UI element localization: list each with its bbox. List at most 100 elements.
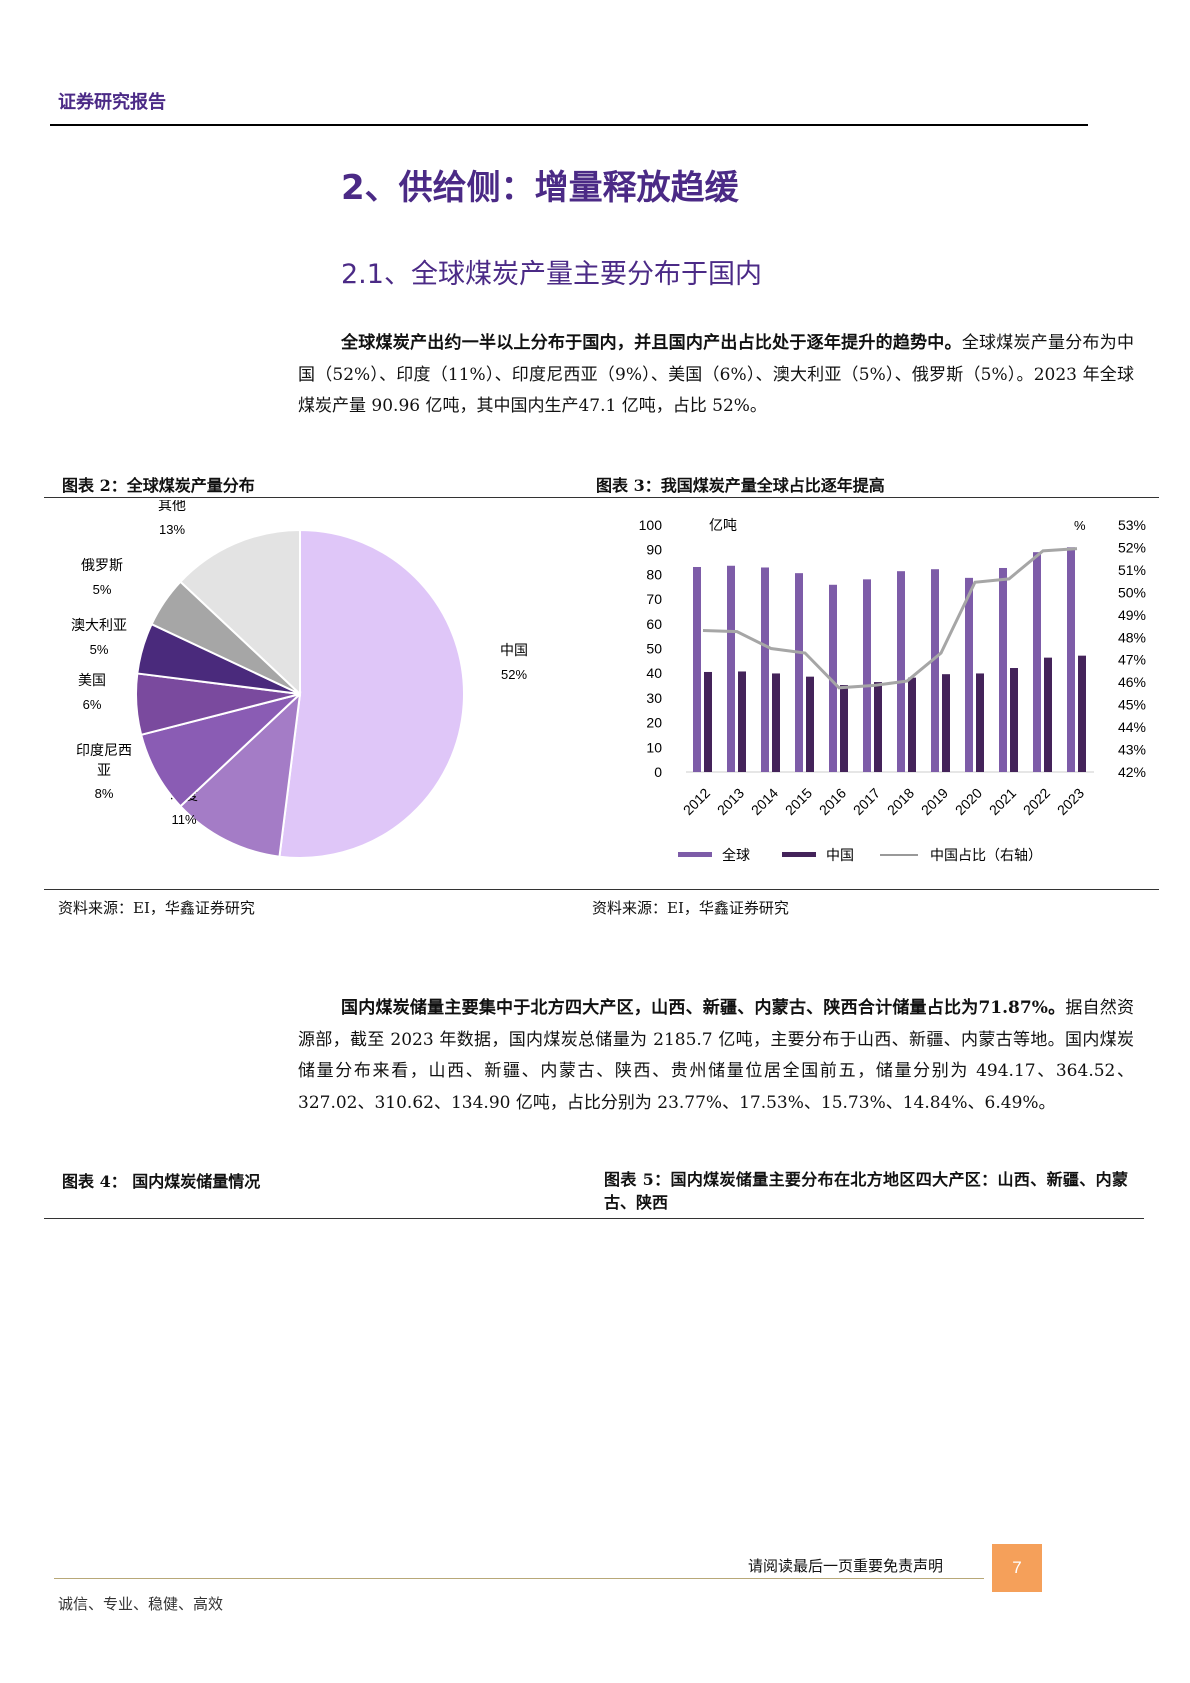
y2-tick-label: 46%: [1118, 674, 1146, 690]
y-tick-label: 90: [646, 542, 662, 558]
pie-value: 5%: [90, 642, 109, 657]
legend-label-china: 中国: [826, 848, 854, 864]
x-tick-label: 2012: [680, 785, 713, 818]
paragraph-2-lead: 国内煤炭储量主要集中于北方四大产区，山西、新疆、内蒙古、陕西合计储量占比为71.…: [341, 998, 1066, 1018]
x-tick-label: 2023: [1054, 785, 1087, 818]
pie-value: 5%: [93, 582, 112, 597]
section-title: 2、供给侧：增量释放趋缓: [341, 168, 739, 208]
y-tick-label: 100: [639, 517, 663, 533]
x-tick-label: 2020: [952, 785, 985, 818]
y2-tick-label: 47%: [1118, 652, 1146, 668]
bar-global-2017: [863, 579, 871, 772]
bar-global-2022: [1033, 552, 1041, 772]
y2-tick-label: 43%: [1118, 742, 1146, 758]
x-tick-label: 2014: [748, 785, 781, 818]
y-tick-label: 60: [646, 616, 662, 632]
footer-rule: [54, 1578, 984, 1579]
pie-label: 美国: [78, 673, 106, 689]
pie-value: 52%: [501, 667, 527, 682]
y-tick-label: 30: [646, 690, 662, 706]
section-subtitle: 2.1、全球煤炭产量主要分布于国内: [341, 259, 762, 290]
bar-global-2015: [795, 573, 803, 772]
x-tick-label: 2022: [1020, 785, 1053, 818]
y-tick-label: 10: [646, 739, 662, 755]
y2-tick-label: 51%: [1118, 562, 1146, 578]
pie-value: 8%: [95, 786, 114, 801]
share-line: [702, 547, 1078, 690]
bar-line-chart: 0 10 20 30 40 50 60 70 80 90 100 42% 43% 44% 45% 46% 47%…: [639, 517, 1146, 864]
y2-tick-label: 52%: [1118, 539, 1146, 555]
paragraph-1-body: 全球煤炭产量分布为中国（52%）、印度（11%）、印度尼西亚（9%）、美国（6%…: [298, 333, 1135, 416]
figure-3-source: 资料来源：EI，华鑫证券研究: [592, 899, 789, 917]
bar-global-2012: [693, 566, 701, 772]
pie-label: 其他: [158, 500, 186, 514]
figure-4-title: 图表 4： 国内煤炭储量情况: [62, 1172, 261, 1191]
paragraph-2: 国内煤炭储量主要集中于北方四大产区，山西、新疆、内蒙古、陕西合计储量占比为71.…: [298, 993, 1134, 1119]
y-tick-label: 80: [646, 566, 662, 582]
x-tick-label: 2016: [816, 785, 849, 818]
x-tick-label: 2015: [782, 785, 815, 818]
y2-tick-label: 53%: [1118, 517, 1146, 533]
pie-label: 俄罗斯: [81, 558, 123, 574]
footer-motto: 诚信、专业、稳健、高效: [58, 1595, 224, 1613]
figure-3-title: 图表 3：我国煤炭产量全球占比逐年提高: [596, 476, 885, 495]
bar-china-2016: [840, 685, 848, 772]
x-tick-label: 2021: [986, 785, 1019, 818]
y2-tick-label: 42%: [1118, 764, 1146, 780]
y-tick-label: 0: [654, 764, 662, 780]
y-tick-label: 40: [646, 665, 662, 681]
pie-label: 亚: [97, 763, 111, 779]
pie-value: 11%: [171, 812, 196, 827]
pie-value: 13%: [159, 522, 185, 537]
paragraph-2-body: 据自然资源部，截至 2023 年数据，国内煤炭总储量为 2185.7 亿吨，主要…: [298, 998, 1134, 1113]
figure-5-title: 图表 5：国内煤炭储量主要分布在北方地区四大产区：山西、新疆、内蒙古、陕西: [604, 1170, 1128, 1212]
y-tick-label: 50: [646, 641, 662, 657]
bar-global-2013: [727, 565, 735, 772]
header-rule: [50, 124, 1088, 126]
bar-china-2014: [772, 673, 780, 772]
x-tick-label: 2019: [918, 785, 951, 818]
bar-global-2020: [965, 577, 973, 772]
figure-2-source: 资料来源：EI，华鑫证券研究: [58, 899, 255, 917]
figure-bottom-rule: [44, 889, 1159, 890]
y2-tick-label: 50%: [1118, 584, 1146, 600]
bar-global-2021: [999, 567, 1007, 772]
legend-swatch-global: [678, 852, 712, 857]
pie-value: 6%: [83, 697, 102, 712]
y2-tick-label: 48%: [1118, 629, 1146, 645]
figure-4-5-rule: [44, 1218, 1144, 1219]
bar-china-2017: [874, 682, 882, 772]
paragraph-1: 全球煤炭产出约一半以上分布于国内，并且国内产出占比处于逐年提升的趋势中。全球煤炭…: [298, 328, 1134, 423]
legend-label-share: 中国占比（右轴）: [930, 848, 1042, 864]
page-number: 7: [992, 1544, 1042, 1592]
x-tick-label: 2013: [714, 785, 747, 818]
y2-tick-label: 45%: [1118, 697, 1146, 713]
bar-china-2019: [942, 674, 950, 772]
pie-slice-0: [278, 528, 465, 859]
paragraph-1-lead: 全球煤炭产出约一半以上分布于国内，并且国内产出占比处于逐年提升的趋势中。: [341, 333, 962, 353]
pie-slice-6: [179, 528, 301, 697]
x-tick-label: 2018: [884, 785, 917, 818]
report-header: 证券研究报告: [58, 92, 166, 113]
bar-china-2021: [1010, 668, 1018, 772]
figure-top-rule: [44, 497, 1159, 498]
bar-global-2016: [829, 584, 837, 772]
y2-tick-label: 49%: [1118, 607, 1146, 623]
bar-china-2012: [704, 671, 712, 772]
figure-2-title: 图表 2：全球煤炭产量分布: [62, 476, 255, 495]
bar-china-2018: [908, 677, 916, 772]
y2-tick-label: 44%: [1118, 719, 1146, 735]
disclaimer-note: 请阅读最后一页重要免责声明: [748, 1557, 944, 1575]
pie-label: 中国: [500, 643, 528, 659]
legend-swatch-china: [782, 852, 816, 857]
pie-label: 澳大利亚: [71, 618, 127, 634]
bar-china-2013: [738, 671, 746, 772]
y-unit: 亿吨: [709, 518, 737, 534]
bar-china-2022: [1044, 657, 1052, 772]
bar-global-2018: [897, 571, 905, 772]
bar-global-2014: [761, 567, 769, 772]
y2-unit: %: [1074, 518, 1086, 533]
bar-china-2020: [976, 673, 984, 772]
